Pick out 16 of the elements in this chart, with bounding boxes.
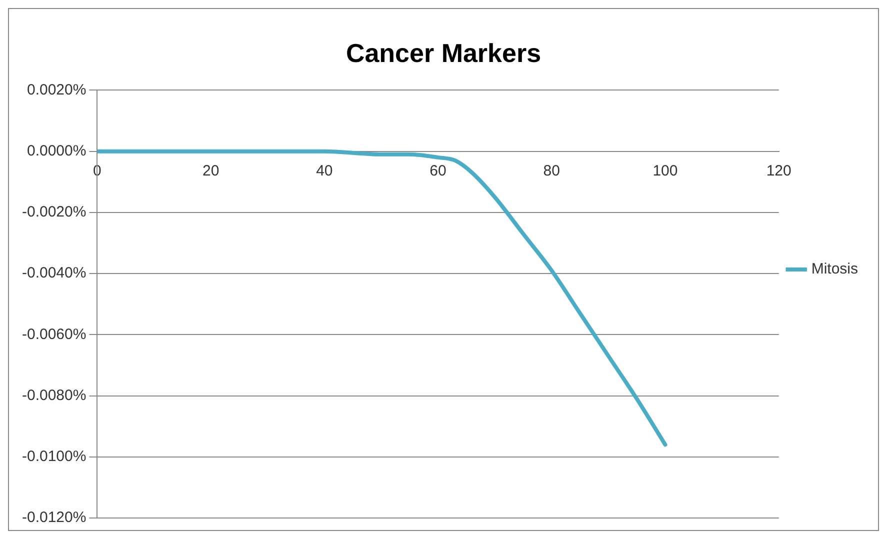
x-tick-label: 20 <box>202 162 220 180</box>
y-tick-label: -0.0120% <box>22 509 86 526</box>
y-tick-label: -0.0040% <box>22 264 86 282</box>
y-tick-label: 0.0000% <box>26 142 86 160</box>
x-tick-label: 60 <box>430 162 446 180</box>
y-tick-label: -0.0100% <box>22 448 86 466</box>
x-tick-label: 40 <box>316 162 333 180</box>
x-tick-label: 100 <box>652 162 678 180</box>
y-tick-label: 0.0020% <box>26 81 86 98</box>
x-tick-label: 80 <box>543 162 560 180</box>
chart-title: Cancer Markers <box>346 38 542 68</box>
y-tick-label: -0.0060% <box>22 326 86 343</box>
x-tick-label: 120 <box>766 162 792 180</box>
legend-label: Mitosis <box>811 260 858 278</box>
y-tick-label: -0.0080% <box>22 386 86 404</box>
y-tick-label: -0.0020% <box>22 204 86 221</box>
